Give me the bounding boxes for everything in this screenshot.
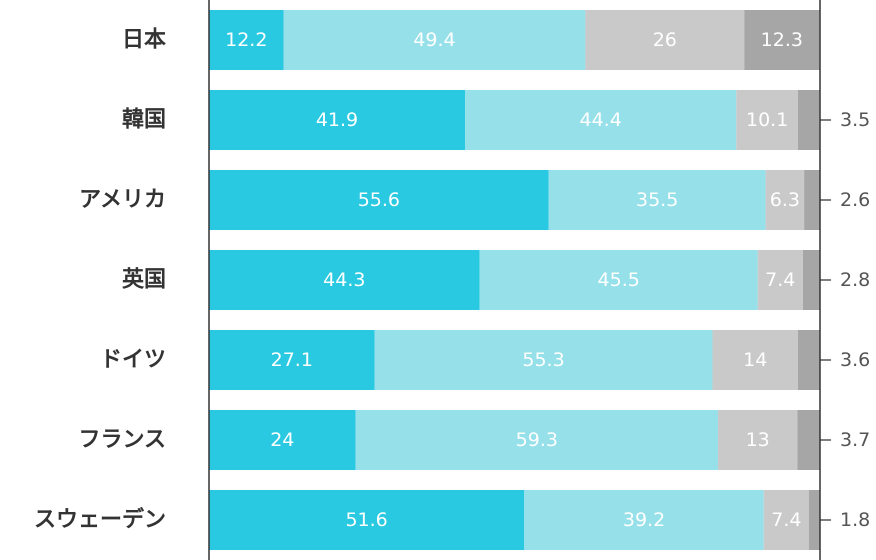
data-label: 51.6 <box>345 509 387 531</box>
bar-segment-2 <box>465 90 737 150</box>
bar-segment-2 <box>355 410 718 470</box>
labels-group: 日本 12.2 49.4 26 12.3 韓国 41.9 44.4 10.1 3.5 アメリカ 55.… <box>34 28 870 533</box>
bar-segment-3 <box>717 410 798 470</box>
data-label: 7.4 <box>771 509 801 531</box>
bar-segment-2 <box>374 330 713 390</box>
bar-segment-2 <box>548 170 766 230</box>
bar-segment-3 <box>765 170 805 230</box>
category-label: 日本 <box>122 28 166 53</box>
data-label: 12.3 <box>761 29 803 51</box>
bar-segment-4 <box>802 250 820 310</box>
category-label: アメリカ <box>79 188 166 213</box>
data-label: 49.4 <box>413 29 455 51</box>
bar-segment-1 <box>209 250 480 310</box>
bar-segment-3 <box>712 330 799 390</box>
data-label: 44.3 <box>323 269 365 291</box>
bar-segment-3 <box>757 250 803 310</box>
data-label: 10.1 <box>746 109 788 131</box>
data-label: 6.3 <box>770 189 800 211</box>
data-label: 12.2 <box>225 29 267 51</box>
data-label: 39.2 <box>623 509 665 531</box>
data-label: 13 <box>746 429 770 451</box>
data-label: 3.6 <box>840 349 870 371</box>
data-label: 45.5 <box>598 269 640 291</box>
data-label: 55.6 <box>358 189 400 211</box>
category-label: スウェーデン <box>34 507 166 533</box>
data-label: 2.8 <box>840 269 870 291</box>
bar-segment-1 <box>209 330 375 390</box>
bar-segment-2 <box>479 250 758 310</box>
data-label: 55.3 <box>522 349 564 371</box>
data-label: 44.4 <box>579 109 621 131</box>
bars-group <box>209 10 820 550</box>
bar-segment-4 <box>797 410 820 470</box>
bar-segment-1 <box>209 10 284 70</box>
data-label: 3.5 <box>840 109 870 131</box>
bar-segment-1 <box>209 410 356 470</box>
data-label: 1.8 <box>840 509 870 531</box>
category-label: 英国 <box>122 268 166 293</box>
bar-segment-3 <box>763 490 810 550</box>
data-label: 59.3 <box>516 429 558 451</box>
bar-segment-4 <box>798 330 820 390</box>
data-label: 2.6 <box>840 189 870 211</box>
category-label: ドイツ <box>100 348 166 373</box>
bar-segment-1 <box>209 170 549 230</box>
category-label: 韓国 <box>122 107 166 133</box>
data-label: 35.5 <box>636 189 678 211</box>
bar-segment-1 <box>209 490 525 550</box>
data-label: 14 <box>743 349 767 371</box>
bar-segment-4 <box>809 490 820 550</box>
data-label: 7.4 <box>765 269 795 291</box>
bar-segment-4 <box>804 170 820 230</box>
bar-segment-2 <box>524 490 764 550</box>
bar-segment-3 <box>585 10 745 70</box>
bar-segment-1 <box>209 90 466 150</box>
category-label: フランス <box>78 428 166 453</box>
data-label: 24 <box>270 429 294 451</box>
data-label: 27.1 <box>271 349 313 371</box>
bar-segment-2 <box>283 10 586 70</box>
bar-segment-4 <box>744 10 820 70</box>
bar-segment-4 <box>798 90 820 150</box>
data-label: 3.7 <box>840 429 870 451</box>
data-label: 26 <box>653 29 677 51</box>
bar-segment-3 <box>736 90 799 150</box>
data-label: 41.9 <box>316 109 358 131</box>
